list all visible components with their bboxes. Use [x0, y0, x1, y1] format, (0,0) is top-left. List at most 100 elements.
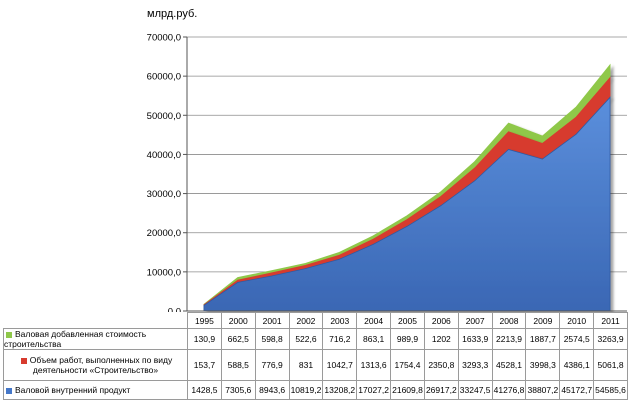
- data-point: [440, 196, 442, 198]
- data-point: [305, 265, 307, 267]
- data-point: [372, 238, 374, 240]
- y-tick-label: 70000,0: [147, 33, 181, 44]
- data-label: 33247,5: [457, 380, 493, 400]
- x-tick-label: 2003: [322, 312, 358, 329]
- data-label: 1313,6: [356, 349, 392, 381]
- data-table: 1995 2000 2001 2002 2003 2004 2005 2006 2007 2008…: [3, 312, 628, 400]
- data-point: [440, 205, 442, 207]
- data-label: 598,8: [254, 328, 290, 350]
- data-point: [542, 143, 544, 145]
- y-tick-label: 20000,0: [147, 228, 181, 239]
- data-label: 3263,9: [593, 328, 628, 350]
- data-label: 2213,9: [491, 328, 527, 350]
- data-point: [542, 135, 544, 137]
- data-point: [508, 131, 510, 133]
- table-row: Объем работ, выполненных по виду деятель…: [3, 349, 628, 381]
- data-point: [271, 275, 273, 277]
- data-label: 10819,2: [288, 380, 324, 400]
- data-label: 4386,1: [559, 349, 595, 381]
- data-point: [575, 106, 577, 108]
- data-label: 21609,8: [390, 380, 425, 400]
- data-point: [339, 258, 341, 260]
- data-point: [372, 244, 374, 246]
- y-tick-label: 30000,0: [147, 189, 181, 200]
- data-label: 41276,8: [491, 380, 527, 400]
- data-label: 662,5: [220, 328, 256, 350]
- y-tick-label: 0,0: [168, 307, 181, 313]
- data-point: [237, 279, 239, 281]
- data-point: [372, 235, 374, 237]
- table-row: Валовой внутренний продукт 1428,5 7305,6 89…: [3, 380, 628, 400]
- data-point: [440, 191, 442, 193]
- data-label: 45172,7: [559, 380, 595, 400]
- data-label: 38807,2: [525, 380, 561, 400]
- y-axis-unit-label: млрд.руб.: [147, 8, 198, 20]
- data-point: [575, 133, 577, 135]
- legend-entry: Валовая добавленная стоимость строительс…: [3, 328, 188, 350]
- data-point: [237, 282, 239, 284]
- x-tick-label: 2005: [390, 312, 425, 329]
- data-point: [203, 303, 205, 305]
- data-point: [305, 263, 307, 265]
- data-label: 130,9: [187, 328, 222, 350]
- data-point: [609, 77, 611, 79]
- data-label: 716,2: [322, 328, 358, 350]
- legend-entry: Валовой внутренний продукт: [3, 380, 188, 400]
- data-label: 153,7: [187, 349, 222, 381]
- x-tick-label: 2008: [491, 312, 527, 329]
- data-label: 1428,5: [187, 380, 222, 400]
- x-tick-label: 2001: [254, 312, 290, 329]
- y-tick-label: 60000,0: [147, 72, 181, 83]
- data-label: 4528,1: [491, 349, 527, 381]
- data-point: [542, 158, 544, 160]
- data-point: [339, 254, 341, 256]
- x-tick-label: 2009: [525, 312, 561, 329]
- data-point: [609, 97, 611, 99]
- y-tick-label: 50000,0: [147, 111, 181, 122]
- data-label: 3293,3: [457, 349, 493, 381]
- legend-entry: Объем работ, выполненных по виду деятель…: [3, 349, 188, 381]
- x-tick-label: 1995: [187, 312, 222, 329]
- data-label: 7305,6: [220, 380, 256, 400]
- data-label: 13208,2: [322, 380, 358, 400]
- data-point: [406, 219, 408, 221]
- legend-swatch: [20, 357, 27, 364]
- data-label: 776,9: [254, 349, 290, 381]
- data-point: [508, 122, 510, 124]
- data-point: [339, 252, 341, 254]
- area-series-0: [203, 96, 611, 312]
- data-label: 588,5: [220, 349, 256, 381]
- data-label: 2574,5: [559, 328, 595, 350]
- data-label: 3998,3: [525, 349, 561, 381]
- data-label: 989,9: [390, 328, 425, 350]
- stacked-area-chart: 0,0 10000,0 20000,0 30000,0 40000,0 50000,0 60…: [147, 33, 627, 313]
- table-corner: [3, 312, 188, 329]
- data-point: [406, 226, 408, 228]
- x-tick-label: 2002: [288, 312, 324, 329]
- x-tick-label: 2011: [593, 312, 628, 329]
- legend-swatch: [6, 331, 12, 338]
- data-label: 1887,7: [525, 328, 561, 350]
- data-label: 1633,9: [457, 328, 493, 350]
- x-tick-label: 2000: [220, 312, 256, 329]
- data-point: [474, 167, 476, 169]
- data-label: 863,1: [356, 328, 392, 350]
- legend-swatch: [6, 387, 12, 394]
- data-label: 1042,7: [322, 349, 358, 381]
- data-point: [406, 215, 408, 217]
- x-tick-label: 2004: [356, 312, 392, 329]
- table-row: Валовая добавленная стоимость строительс…: [3, 328, 628, 350]
- legend-label: Объем работ, выполненных по виду деятель…: [29, 355, 173, 375]
- data-label: 5061,8: [593, 349, 628, 381]
- data-label: 17027,2: [356, 380, 392, 400]
- data-point: [508, 149, 510, 151]
- x-tick-label: 2007: [457, 312, 493, 329]
- data-label: 1754,4: [390, 349, 425, 381]
- data-point: [305, 268, 307, 270]
- y-tick-label: 40000,0: [147, 150, 181, 161]
- data-label: 522,6: [288, 328, 324, 350]
- x-tick-label: 2006: [423, 312, 459, 329]
- legend-label: Валовая добавленная стоимость строительс…: [4, 329, 147, 349]
- table-header-row: 1995 2000 2001 2002 2003 2004 2005 2006 2007 2008…: [3, 312, 628, 329]
- data-point: [609, 64, 611, 66]
